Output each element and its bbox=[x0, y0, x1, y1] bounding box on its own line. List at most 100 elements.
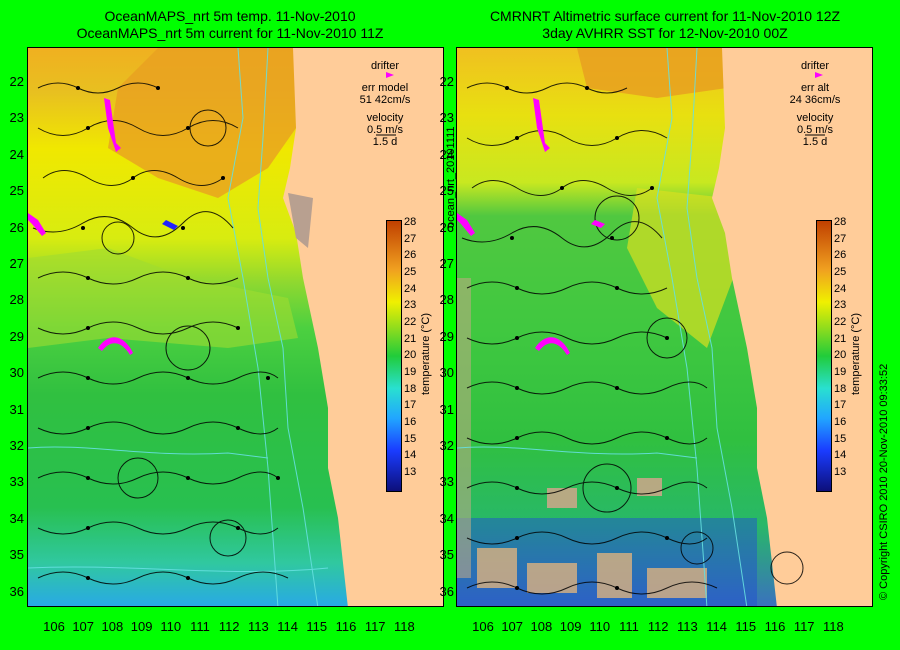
left-colorbar-tick: 26 bbox=[404, 249, 417, 262]
left-land bbox=[283, 48, 443, 606]
left-lat-label: 31 bbox=[9, 401, 24, 417]
right-colorbar bbox=[816, 220, 832, 492]
right-lat-label: 23 bbox=[439, 110, 454, 126]
left-drifter-legend-icon bbox=[386, 72, 394, 78]
left-colorbar-tick: 28 bbox=[404, 216, 417, 228]
left-legend-drifter: drifter bbox=[370, 60, 400, 72]
right-lon-label: 115 bbox=[735, 619, 757, 634]
left-lon-label: 108 bbox=[101, 619, 124, 634]
left-lat-label: 29 bbox=[9, 328, 24, 344]
right-lat-label: 34 bbox=[439, 510, 454, 526]
right-lon-label: 110 bbox=[589, 619, 611, 634]
left-map-panel bbox=[27, 47, 444, 607]
right-lon-label: 116 bbox=[764, 619, 786, 634]
right-map-panel bbox=[456, 47, 873, 607]
left-legend-err: err model bbox=[361, 82, 409, 94]
left-legend-duration: 1.5 d bbox=[372, 136, 398, 148]
left-lat-label: 30 bbox=[9, 365, 24, 381]
right-colorbar-tick: 17 bbox=[834, 399, 847, 412]
left-colorbar-tick: 25 bbox=[404, 266, 417, 278]
right-colorbar-tick: 13 bbox=[834, 466, 847, 478]
right-legend-duration: 1.5 d bbox=[802, 136, 828, 148]
right-lat-label: 28 bbox=[439, 292, 454, 308]
right-colorbar-tick: 19 bbox=[834, 366, 847, 378]
left-colorbar-tick: 24 bbox=[404, 282, 417, 295]
right-colorbar-tick: 23 bbox=[834, 299, 847, 312]
right-legend-velocity: velocity bbox=[796, 112, 834, 124]
left-colorbar-tick: 23 bbox=[404, 299, 417, 312]
right-legend: drifter err alt 24 36cm/s velocity 0.5 m… bbox=[775, 60, 855, 148]
right-drifter-legend-icon bbox=[815, 72, 823, 78]
right-colorbar-tick: 15 bbox=[834, 432, 847, 445]
left-colorbar bbox=[386, 220, 402, 492]
left-colorbar-tick: 27 bbox=[404, 232, 417, 245]
left-lon-label: 107 bbox=[72, 619, 95, 634]
right-colorbar-tick: 27 bbox=[834, 232, 847, 245]
left-lat-label: 25 bbox=[9, 183, 24, 199]
right-colorbar-label: temperature (°C) bbox=[850, 312, 862, 395]
left-colorbar-label: temperature (°C) bbox=[420, 312, 432, 395]
right-colorbar-tick: 14 bbox=[834, 449, 847, 462]
left-colorbar-tick: 15 bbox=[404, 432, 417, 445]
right-lon-label: 106 bbox=[472, 619, 494, 634]
right-legend-err-value: 24 36cm/s bbox=[789, 94, 841, 106]
right-colorbar-tick: 16 bbox=[834, 416, 847, 428]
left-lon-label: 111 bbox=[190, 619, 210, 634]
right-colorbar-tick: 21 bbox=[834, 332, 847, 345]
left-lon-label: 106 bbox=[43, 619, 65, 634]
left-lat-label: 26 bbox=[9, 219, 24, 235]
right-lat-label: 30 bbox=[439, 365, 454, 381]
left-drifter-tracks bbox=[28, 98, 178, 355]
left-colorbar-tick: 18 bbox=[404, 382, 417, 395]
right-colorbar-tick: 26 bbox=[834, 249, 847, 262]
left-colorbar-tick: 22 bbox=[404, 316, 417, 328]
left-lon-label: 112 bbox=[218, 619, 240, 634]
copyright-text: © Copyright CSIRO 2010 20-Nov-2010 09:33… bbox=[878, 363, 890, 600]
right-lat-label: 33 bbox=[439, 474, 454, 490]
left-colorbar-tick: 13 bbox=[404, 466, 417, 478]
left-map bbox=[28, 48, 443, 606]
right-map bbox=[457, 48, 872, 606]
left-colorbar-tick: 14 bbox=[404, 449, 417, 462]
right-lon-label: 111 bbox=[619, 619, 639, 634]
right-lon-label: 112 bbox=[647, 619, 669, 634]
right-lon-label: 118 bbox=[823, 619, 844, 634]
left-lon-label: 113 bbox=[248, 619, 269, 634]
left-lat-label: 24 bbox=[9, 146, 24, 162]
left-colorbar-tick: 20 bbox=[404, 349, 417, 362]
left-lon-label: 115 bbox=[306, 619, 328, 634]
left-colorbar-tick: 19 bbox=[404, 366, 417, 378]
right-colorbar-tick: 24 bbox=[834, 282, 847, 295]
left-lat-label: 22 bbox=[9, 74, 24, 89]
right-colorbar-tick: 18 bbox=[834, 382, 847, 395]
right-colorbar-tick: 22 bbox=[834, 316, 847, 328]
left-lon-label: 117 bbox=[364, 619, 386, 634]
right-legend-drifter: drifter bbox=[800, 60, 830, 72]
right-lon-label: 114 bbox=[706, 619, 727, 634]
left-lat-label: 36 bbox=[9, 583, 24, 599]
right-lat-label: 36 bbox=[439, 583, 454, 599]
right-lon-label: 108 bbox=[530, 619, 553, 634]
left-colorbar-tick: 16 bbox=[404, 416, 417, 428]
right-lat-label: 35 bbox=[439, 547, 454, 563]
left-lon-label: 118 bbox=[394, 619, 415, 634]
right-lon-label: 109 bbox=[559, 619, 582, 634]
left-lat-label: 28 bbox=[9, 292, 24, 308]
right-lon-label: 107 bbox=[501, 619, 524, 634]
right-lat-label: 24 bbox=[439, 146, 454, 162]
right-lat-label: 27 bbox=[439, 256, 454, 271]
right-lat-label: 29 bbox=[439, 328, 454, 344]
left-lon-label: 116 bbox=[335, 619, 357, 634]
right-drifter-tracks bbox=[457, 98, 605, 355]
right-lat-label: 32 bbox=[439, 438, 454, 453]
left-lat-label: 33 bbox=[9, 474, 24, 490]
left-legend: drifter err model 51 42cm/s velocity 0.5… bbox=[345, 60, 425, 148]
left-lon-label: 109 bbox=[130, 619, 153, 634]
run-id-text: ocean_nrt_20101111 bbox=[445, 126, 457, 228]
right-lat-label: 26 bbox=[439, 219, 454, 235]
left-colorbar-tick: 17 bbox=[404, 399, 417, 412]
left-lat-label: 35 bbox=[9, 547, 24, 563]
left-lon-label: 114 bbox=[277, 619, 298, 634]
right-lat-label: 25 bbox=[439, 183, 454, 199]
right-legend-err: err alt bbox=[800, 82, 830, 94]
